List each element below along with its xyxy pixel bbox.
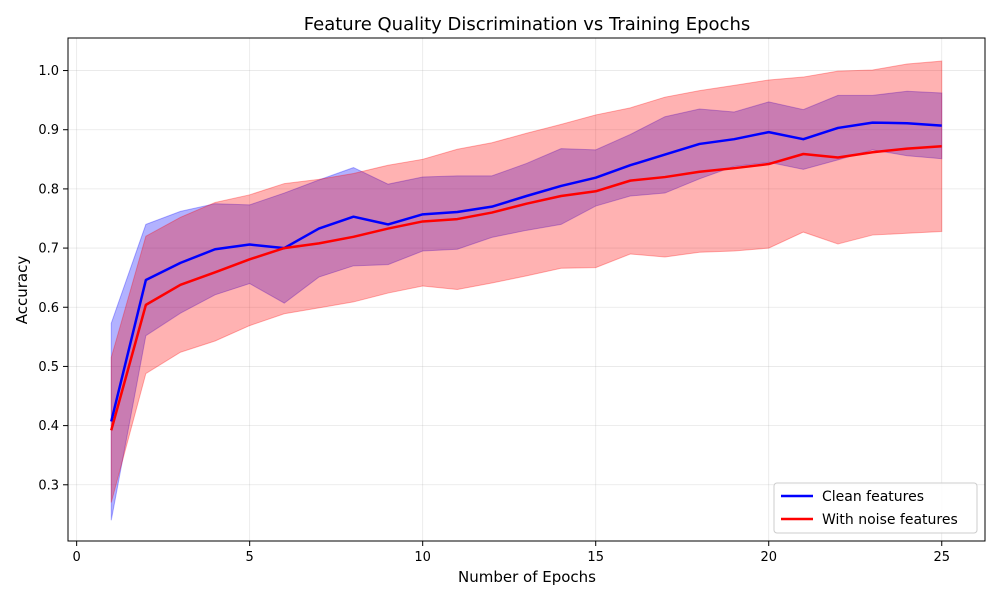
band-clean-features — [110, 90, 943, 521]
y-tick-label: 0.4 — [38, 419, 59, 434]
x-tick-label: 20 — [760, 550, 777, 565]
x-tick-label: 25 — [933, 550, 950, 565]
y-tick-label: 0.5 — [38, 360, 59, 375]
axis-ticks: 0 5 10 15 20 25 0.3 0.4 0.5 0.6 0.7 0.8 0.9 1.0 — [38, 64, 950, 565]
y-tick-label: 0.6 — [38, 301, 59, 316]
y-tick-label: 0.3 — [38, 478, 59, 493]
y-axis-title: Accuracy — [13, 256, 31, 325]
legend-label-clean-features: Clean features — [822, 489, 924, 505]
y-tick-label: 1.0 — [38, 64, 59, 79]
x-tick-label: 5 — [246, 550, 254, 565]
x-tick-label: 15 — [587, 550, 604, 565]
x-tick-label: 0 — [73, 550, 81, 565]
line-with-noise-features — [110, 145, 942, 431]
chart-title: Feature Quality Discrimination vs Traini… — [304, 14, 750, 35]
line-clean-features — [110, 121, 942, 422]
y-tick-label: 0.9 — [38, 123, 59, 138]
confidence-bands — [110, 60, 943, 521]
x-tick-label: 10 — [414, 550, 431, 565]
grid — [68, 38, 985, 541]
legend: Clean features With noise features — [773, 482, 978, 534]
y-tick-label: 0.7 — [38, 242, 59, 257]
plot-area-frame — [67, 37, 986, 542]
legend-box — [773, 482, 978, 534]
series-lines — [110, 121, 942, 431]
x-axis-title: Number of Epochs — [458, 568, 596, 586]
y-tick-label: 0.8 — [38, 182, 59, 197]
band-with-noise-features — [110, 60, 943, 503]
legend-label-with-noise-features: With noise features — [822, 512, 958, 528]
